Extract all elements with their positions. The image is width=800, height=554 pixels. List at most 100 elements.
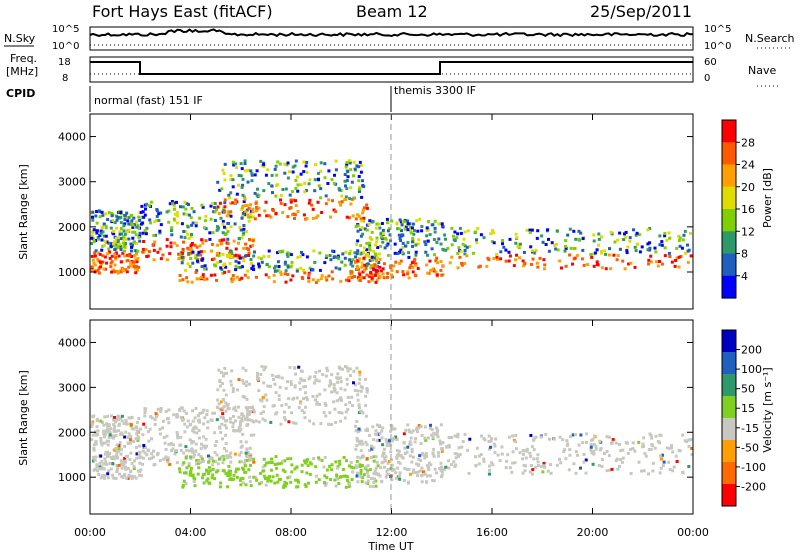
heatmap-cell xyxy=(394,435,398,439)
heatmap-cell xyxy=(402,479,406,482)
heatmap-cell xyxy=(112,423,116,427)
heatmap-cell xyxy=(244,210,248,214)
heatmap-cell xyxy=(380,480,384,484)
heatmap-cell xyxy=(232,473,236,477)
heatmap-cell xyxy=(213,477,217,481)
heatmap-cell xyxy=(638,250,642,254)
heatmap-cell xyxy=(222,388,226,392)
heatmap-cell xyxy=(324,483,328,487)
heatmap-cell xyxy=(182,461,186,465)
heatmap-cell xyxy=(301,277,305,280)
heatmap-cell xyxy=(359,170,363,174)
heatmap-cell xyxy=(223,205,227,209)
heatmap-cell xyxy=(118,441,122,445)
heatmap-cell xyxy=(353,389,357,392)
heatmap-cell xyxy=(359,389,363,393)
heatmap-cell xyxy=(345,215,349,219)
heatmap-cell xyxy=(267,214,271,218)
heatmap-cell xyxy=(264,477,267,481)
heatmap-cell xyxy=(330,463,334,467)
heatmap-cell xyxy=(185,466,189,470)
heatmap-cell xyxy=(211,411,215,415)
heatmap-cell xyxy=(548,437,551,441)
heatmap-cell xyxy=(649,260,653,264)
heatmap-cell xyxy=(132,464,136,468)
heatmap-cell xyxy=(222,457,226,461)
heatmap-cell xyxy=(206,477,210,481)
heatmap-cell xyxy=(401,241,405,245)
heatmap-cell xyxy=(235,467,239,471)
heatmap-cell xyxy=(297,480,301,484)
heatmap-cell xyxy=(257,194,261,197)
heatmap-cell xyxy=(243,195,246,199)
heatmap-cell xyxy=(233,452,237,456)
heatmap-cell xyxy=(167,408,171,412)
heatmap-cell xyxy=(296,183,300,187)
heatmap-cell xyxy=(610,467,614,471)
heatmap-cell xyxy=(222,405,226,409)
heatmap-cell xyxy=(222,210,226,214)
heatmap-cell xyxy=(349,186,353,190)
heatmap-cell xyxy=(426,253,429,257)
heatmap-cell xyxy=(307,273,311,277)
heatmap-cell xyxy=(355,474,359,478)
heatmap-cell xyxy=(286,254,290,258)
heatmap-cell xyxy=(368,468,372,472)
heatmap-cell xyxy=(411,244,414,248)
heatmap-cell xyxy=(324,481,328,485)
heatmap-cell xyxy=(231,390,235,393)
heatmap-cell xyxy=(303,483,307,487)
heatmap-cell xyxy=(378,474,382,478)
heatmap-cell xyxy=(125,211,129,215)
heatmap-cell xyxy=(574,450,578,454)
heatmap-cell xyxy=(150,416,154,420)
heatmap-cell xyxy=(482,236,486,240)
heatmap-cell xyxy=(456,432,460,436)
heatmap-cell xyxy=(200,476,204,480)
heatmap-cell xyxy=(221,252,225,256)
heatmap-cell xyxy=(256,372,259,375)
heatmap-cell xyxy=(112,418,116,422)
heatmap-cell xyxy=(271,475,275,479)
heatmap-cell xyxy=(294,204,298,207)
heatmap-cell xyxy=(135,426,139,430)
heatmap-cell xyxy=(245,208,249,212)
heatmap-cell xyxy=(124,430,128,434)
heatmap-cell xyxy=(346,369,350,373)
heatmap-cell xyxy=(600,464,604,468)
heatmap-cell xyxy=(388,233,392,237)
heatmap-cell xyxy=(315,474,318,478)
heatmap-cell xyxy=(134,271,138,275)
heatmap-cell xyxy=(226,230,230,234)
heatmap-cell xyxy=(112,457,116,461)
heatmap-cell xyxy=(623,267,627,271)
heatmap-cell xyxy=(235,192,239,196)
heatmap-cell xyxy=(382,447,386,451)
heatmap-cell xyxy=(681,238,685,242)
heatmap-cell xyxy=(423,456,427,460)
x-tick-label: 00:00 xyxy=(74,526,106,539)
heatmap-cell xyxy=(400,233,404,237)
heatmap-cell xyxy=(357,187,361,191)
heatmap-cell xyxy=(194,442,198,446)
heatmap-cell xyxy=(350,180,354,184)
heatmap-cell xyxy=(357,257,361,261)
heatmap-cell xyxy=(483,438,487,442)
heatmap-cell xyxy=(253,173,257,177)
heatmap-cell xyxy=(375,259,379,263)
heatmap-cell xyxy=(222,446,226,450)
heatmap-cell xyxy=(238,226,242,229)
heatmap-cell xyxy=(96,429,100,433)
heatmap-cell xyxy=(267,265,271,269)
heatmap-cell xyxy=(244,458,247,462)
heatmap-cell xyxy=(516,244,520,248)
heatmap-cell xyxy=(115,454,119,458)
heatmap-cell xyxy=(119,448,123,452)
heatmap-cell xyxy=(541,470,545,474)
heatmap-cell xyxy=(674,454,678,458)
heatmap-cell xyxy=(105,240,109,244)
heatmap-cell xyxy=(440,473,444,477)
heatmap-cell xyxy=(444,248,448,252)
heatmap-cell xyxy=(197,428,201,432)
